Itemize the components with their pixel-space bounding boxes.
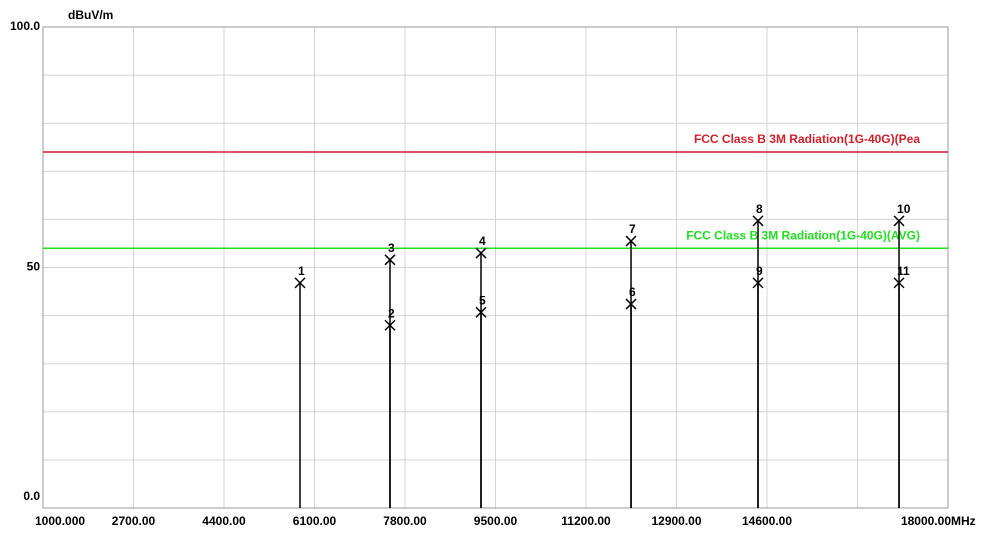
x-unit: MHz [951,514,976,528]
limit-label: FCC Class B 3M Radiation(1G-40G)(Pea [694,132,920,146]
x-tick-label: 2700.00 [112,514,156,528]
marker-label: 6 [629,285,636,299]
x-tick-label: 14600.00 [742,514,792,528]
y-unit: dBuV/m [68,8,113,22]
marker-x [752,215,764,227]
x-tick-label: 1000.000 [35,514,85,528]
x-tick-label: 6100.00 [293,514,337,528]
marker-label: 4 [479,234,486,248]
marker-x [893,277,905,289]
x-tick-label: 7800.00 [383,514,427,528]
marker-x [475,247,487,259]
x-tick-label: 11200.00 [561,514,611,528]
marker-label: 8 [756,202,763,216]
marker-label: 10 [897,202,911,216]
limit-label: FCC Class B 3M Radiation(1G-40G)(AVG) [686,228,920,242]
marker-label: 5 [479,293,486,307]
marker-label: 7 [629,222,636,236]
y-tick-label: 100.0 [10,19,40,33]
marker-x [294,277,306,289]
marker-x [893,215,905,227]
x-tick-label: 12900.00 [651,514,701,528]
y-tick-label: 50 [27,260,41,274]
marker-label: 3 [388,241,395,255]
marker-label: 1 [298,264,305,278]
marker-x [384,254,396,266]
marker-label: 11 [897,264,910,278]
marker-x [475,306,487,318]
plot-area [42,26,949,509]
marker-label: 9 [756,264,763,278]
marker-label: 2 [388,306,395,320]
marker-x [625,235,637,247]
marker-x [752,277,764,289]
x-tick-label: 18000.00 [901,514,951,528]
y-tick-label: 0.0 [23,489,40,503]
x-tick-label: 4400.00 [202,514,246,528]
x-tick-label: 9500.00 [474,514,518,528]
